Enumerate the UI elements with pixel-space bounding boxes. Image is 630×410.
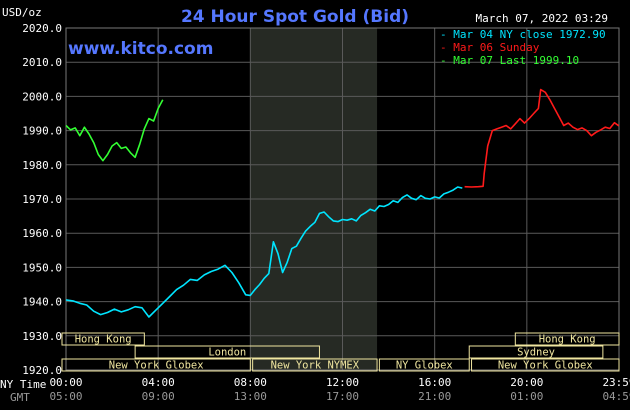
session-bottom-box <box>61 358 251 372</box>
x-tick-label-gmt: 05:00 <box>49 390 82 403</box>
y-tick-label: 1920.0 <box>22 364 62 377</box>
session-top-label: Hong Kong <box>539 334 596 346</box>
gmt-caption: GMT <box>10 391 30 404</box>
x-tick-label-ny: 20:00 <box>510 376 543 389</box>
x-tick-label-gmt: 01:00 <box>510 390 543 403</box>
session-mid-label: London <box>208 347 246 359</box>
x-tick-label-ny: 00:00 <box>49 376 82 389</box>
unit-label: USD/oz <box>2 6 42 19</box>
x-tick-label-gmt: 21:00 <box>418 390 451 403</box>
session-bottom-label: New York Globex <box>109 360 204 372</box>
legend-entry: - Mar 04 NY close 1972.90 <box>440 28 606 41</box>
chart-date: March 07, 2022 03:29 <box>476 12 608 25</box>
session-top-box <box>514 332 620 346</box>
x-tick-label-gmt: 13:00 <box>234 390 267 403</box>
y-tick-label: 1980.0 <box>22 159 62 172</box>
x-tick-label-gmt: 17:00 <box>326 390 359 403</box>
y-tick-label: 1930.0 <box>22 330 62 343</box>
y-tick-label: 1990.0 <box>22 125 62 138</box>
site-watermark: www.kitco.com <box>68 39 213 59</box>
x-axis-ticks: 00:00 04:00 08:00 12:00 16:00 20:00 23:59 05:00… <box>49 376 630 403</box>
y-tick-label: 2010.0 <box>22 56 62 69</box>
series-line-2 <box>464 88 620 188</box>
plot-border <box>65 27 620 371</box>
y-tick-label: 1950.0 <box>22 261 62 274</box>
y-tick-label: 1940.0 <box>22 296 62 309</box>
session-mid-box <box>468 345 604 359</box>
x-tick-label-gmt: 09:00 <box>142 390 175 403</box>
x-tick-label-ny: 12:00 <box>326 376 359 389</box>
y-tick-label: 2020.0 <box>22 22 62 35</box>
session-bottom-box <box>471 358 620 372</box>
session-mid-label: Sydney <box>517 347 555 359</box>
y-tick-label: 1960.0 <box>22 227 62 240</box>
session-bottom-box <box>252 358 378 372</box>
session-bottom-label: New York NYMEX <box>271 360 360 372</box>
session-bottom-box <box>378 358 470 372</box>
x-tick-label-ny: 23:59 <box>602 376 630 389</box>
y-tick-label: 1970.0 <box>22 193 62 206</box>
chart-series <box>65 88 620 318</box>
chart-legend: - Mar 04 NY close 1972.90- Mar 06 Sunday… <box>440 28 606 67</box>
session-bottom-label: New York Globex <box>498 360 593 372</box>
chart-title: 24 Hour Spot Gold (Bid) <box>181 7 409 27</box>
legend-entry: - Mar 06 Sunday <box>440 41 540 54</box>
y-axis-ticks: 1920.0 1930.0 1940.0 1950.0 1960.0 1970.0 1980… <box>22 22 62 377</box>
y-tick-label: 2000.0 <box>22 90 62 103</box>
session-bottom-label: NY Globex <box>396 360 453 372</box>
legend-entry: - Mar 07 Last 1999.10 <box>440 54 579 67</box>
ny-time-caption: NY Time <box>0 378 46 391</box>
chart-grid <box>65 27 620 371</box>
session-mid-box <box>134 345 320 359</box>
x-tick-label-gmt: 04:59 <box>602 390 630 403</box>
x-tick-label-ny: 08:00 <box>234 376 267 389</box>
x-tick-label-ny: 04:00 <box>142 376 175 389</box>
series-line-3 <box>65 99 164 162</box>
series-line-1 <box>65 186 463 318</box>
session-top-box <box>61 332 145 346</box>
x-tick-label-ny: 16:00 <box>418 376 451 389</box>
session-top-label: Hong Kong <box>75 334 132 346</box>
